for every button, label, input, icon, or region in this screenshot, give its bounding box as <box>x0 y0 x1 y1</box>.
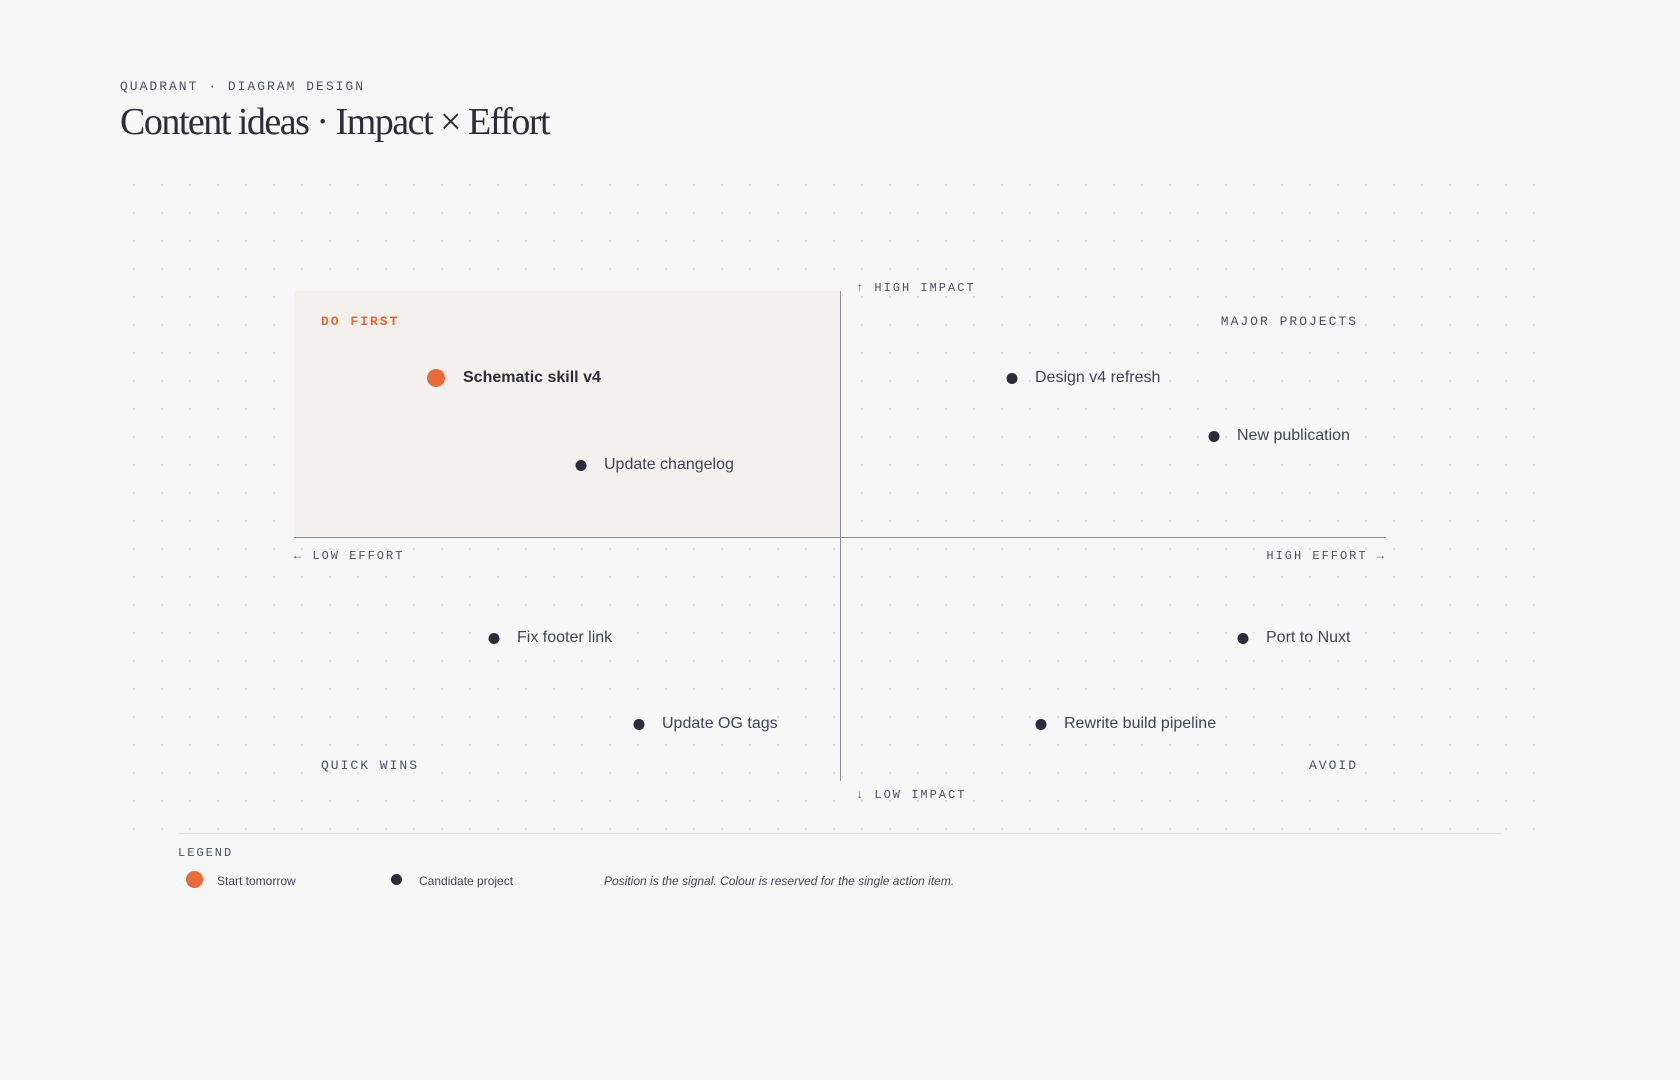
item-dot <box>633 718 645 730</box>
item-label: Fix footer link <box>517 629 613 646</box>
item-dot <box>488 632 500 644</box>
legend-note: Position is the signal. Colour is reserv… <box>604 874 955 888</box>
item-dot <box>1237 632 1249 644</box>
item-dot <box>1208 430 1220 442</box>
legend-rule <box>178 833 1502 834</box>
axis-label: HIGH EFFORT → <box>1266 549 1386 563</box>
quadrant-label: AVOID <box>1308 758 1358 773</box>
item-label: Update changelog <box>604 456 734 473</box>
item-dot <box>427 369 445 387</box>
legend-label: Candidate project <box>419 874 514 888</box>
item-label: Schematic skill v4 <box>463 369 601 386</box>
highlight-quadrant <box>294 291 840 537</box>
axis-label: ↓ LOW IMPACT <box>856 788 967 802</box>
quadrant-label: MAJOR PROJECTS <box>1220 314 1358 329</box>
item: Schematic skill v4 <box>427 369 601 387</box>
eyebrow: QUADRANT · DIAGRAM DESIGN <box>120 79 366 94</box>
item-label: Design v4 refresh <box>1035 369 1161 386</box>
item-label: Update OG tags <box>662 715 778 732</box>
axis-label: ↑ HIGH IMPACT <box>856 281 976 295</box>
item: Update changelog <box>575 456 734 474</box>
item-label: New publication <box>1237 427 1350 444</box>
item: Rewrite build pipeline <box>1035 715 1217 733</box>
impact-axis <box>840 291 841 781</box>
legend-title: LEGEND <box>178 846 234 860</box>
axis-label: ← LOW EFFORT <box>294 549 405 563</box>
item: New publication <box>1208 427 1350 445</box>
effort-axis <box>294 537 1386 538</box>
quadrant-label: QUICK WINS <box>321 758 420 773</box>
item-dot <box>1035 718 1047 730</box>
item: Update OG tags <box>633 715 778 733</box>
item: Fix footer link <box>488 629 613 647</box>
title: Content ideas · Impact × Effort <box>120 101 551 143</box>
item-label: Port to Nuxt <box>1266 629 1351 646</box>
item-dot <box>1006 372 1018 384</box>
item: Port to Nuxt <box>1237 629 1351 647</box>
legend-swatch <box>186 871 203 888</box>
item: Design v4 refresh <box>1006 369 1161 387</box>
item-label: Rewrite build pipeline <box>1064 715 1217 732</box>
item-dot <box>575 459 587 471</box>
legend-swatch <box>391 874 402 885</box>
legend-label: Start tomorrow <box>217 874 296 888</box>
quadrant-label: DO FIRST <box>321 314 400 329</box>
